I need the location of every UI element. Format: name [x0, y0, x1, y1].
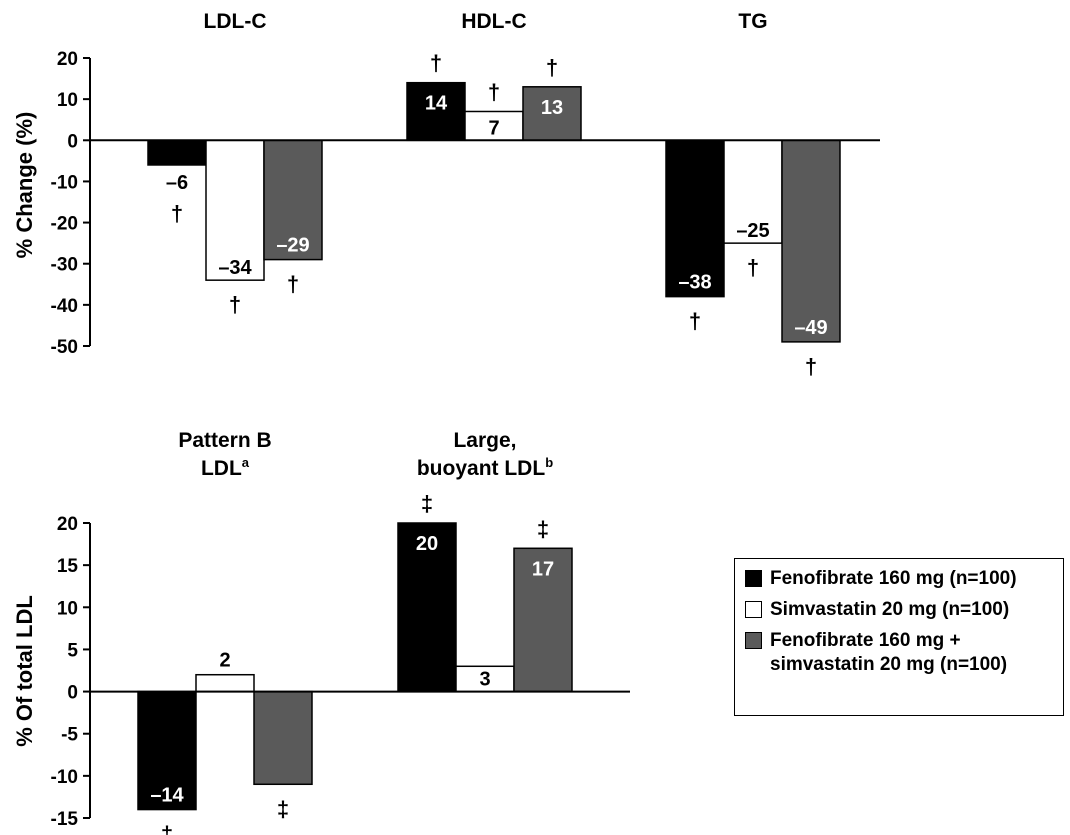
significance-mark: ‡: [537, 516, 549, 541]
legend-swatch: [745, 601, 762, 618]
bar: [522, 86, 582, 142]
y-tick-label: 5: [67, 640, 78, 661]
legend-swatch: [745, 632, 762, 649]
group-title: HDL-C: [461, 10, 526, 33]
significance-mark: †: [805, 354, 817, 379]
bar-value-label: –29: [276, 235, 309, 257]
bar: [513, 547, 573, 693]
bar-value-label: –6: [166, 172, 188, 194]
significance-mark: †: [689, 309, 701, 334]
bar-value-label: 7: [488, 117, 499, 139]
significance-mark: †: [287, 272, 299, 297]
group-title-line2: LDLa: [201, 455, 250, 480]
significance-mark: †: [229, 292, 241, 317]
bar: [195, 673, 255, 693]
group-title: Large,: [453, 429, 516, 452]
legend-label: Simvastatin 20 mg (n=100): [770, 599, 1010, 620]
bar: [464, 110, 524, 142]
significance-mark: ‡: [277, 796, 289, 821]
y-tick-label: 20: [57, 49, 78, 70]
legend-swatch: [745, 570, 762, 587]
y-tick-label: -15: [51, 809, 79, 830]
y-axis-label: % Of total LDL: [12, 595, 37, 747]
bar: [253, 690, 313, 786]
bar-value-label: 14: [425, 93, 448, 115]
significance-mark: †: [546, 55, 558, 80]
y-tick-label: -10: [51, 767, 78, 788]
significance-mark: †: [171, 201, 183, 226]
legend: Fenofibrate 160 mg (n=100) Simvastatin 2…: [734, 558, 1064, 716]
bar-value-label: –14: [150, 785, 184, 807]
group-title: TG: [738, 10, 767, 33]
legend-item-simvastatin: Simvastatin 20 mg (n=100): [745, 598, 1063, 622]
y-tick-label: 20: [57, 514, 78, 535]
bar: [397, 522, 457, 693]
legend-label: Fenofibrate 160 mg (n=100): [770, 568, 1017, 589]
y-tick-label: 0: [67, 683, 78, 704]
bar-value-label: 13: [541, 97, 563, 119]
group-title-line2: buoyant LDLb: [417, 455, 553, 480]
y-tick-label: -20: [51, 214, 78, 235]
y-tick-label: -10: [51, 172, 78, 193]
bar-value-label: –34: [218, 257, 252, 279]
y-tick-label: 10: [57, 90, 78, 111]
y-tick-label: 15: [57, 556, 79, 577]
bar-value-label: 2: [219, 650, 230, 672]
y-tick-label: -30: [51, 255, 78, 276]
significance-mark: ‡: [161, 822, 173, 835]
significance-mark: †: [430, 51, 442, 76]
legend-item-combination: Fenofibrate 160 mg + simvastatin 20 mg (…: [745, 629, 1063, 677]
y-axis-label: % Change (%): [12, 112, 37, 259]
bar: [455, 665, 515, 693]
y-tick-label: -50: [51, 337, 78, 358]
bar-value-label: 20: [416, 533, 438, 555]
y-tick-label: -5: [61, 725, 78, 746]
y-tick-label: 10: [57, 598, 78, 619]
y-tick-label: -40: [51, 296, 78, 317]
significance-mark: ‡: [421, 491, 433, 516]
group-title: Pattern B: [178, 429, 271, 452]
y-tick-label: 0: [67, 131, 78, 152]
group-title: LDL-C: [204, 10, 267, 33]
significance-mark: †: [488, 79, 500, 104]
significance-mark: †: [747, 255, 759, 280]
bar: [205, 139, 265, 281]
chart-percent-change: LDL-C HDL-C TG 20 10 0 -10 -20 -30 -40 -50 –6 † –34…: [12, 10, 880, 379]
bar-value-label: –49: [794, 317, 827, 339]
bar: [781, 139, 841, 343]
chart-percent-total-ldl: Pattern B LDLa Large, buoyant LDLb 20 15 10 5 0…: [12, 429, 630, 835]
legend-item-fenofibrate: Fenofibrate 160 mg (n=100): [745, 567, 1063, 591]
bar-value-label: 3: [479, 669, 490, 691]
bar: [665, 139, 725, 298]
bar: [147, 139, 207, 166]
bar-value-label: –25: [736, 220, 769, 242]
bar-value-label: –38: [678, 272, 711, 294]
bar-value-label: 17: [532, 558, 554, 580]
legend-label: Fenofibrate 160 mg + simvastatin 20 mg (…: [770, 630, 1008, 675]
